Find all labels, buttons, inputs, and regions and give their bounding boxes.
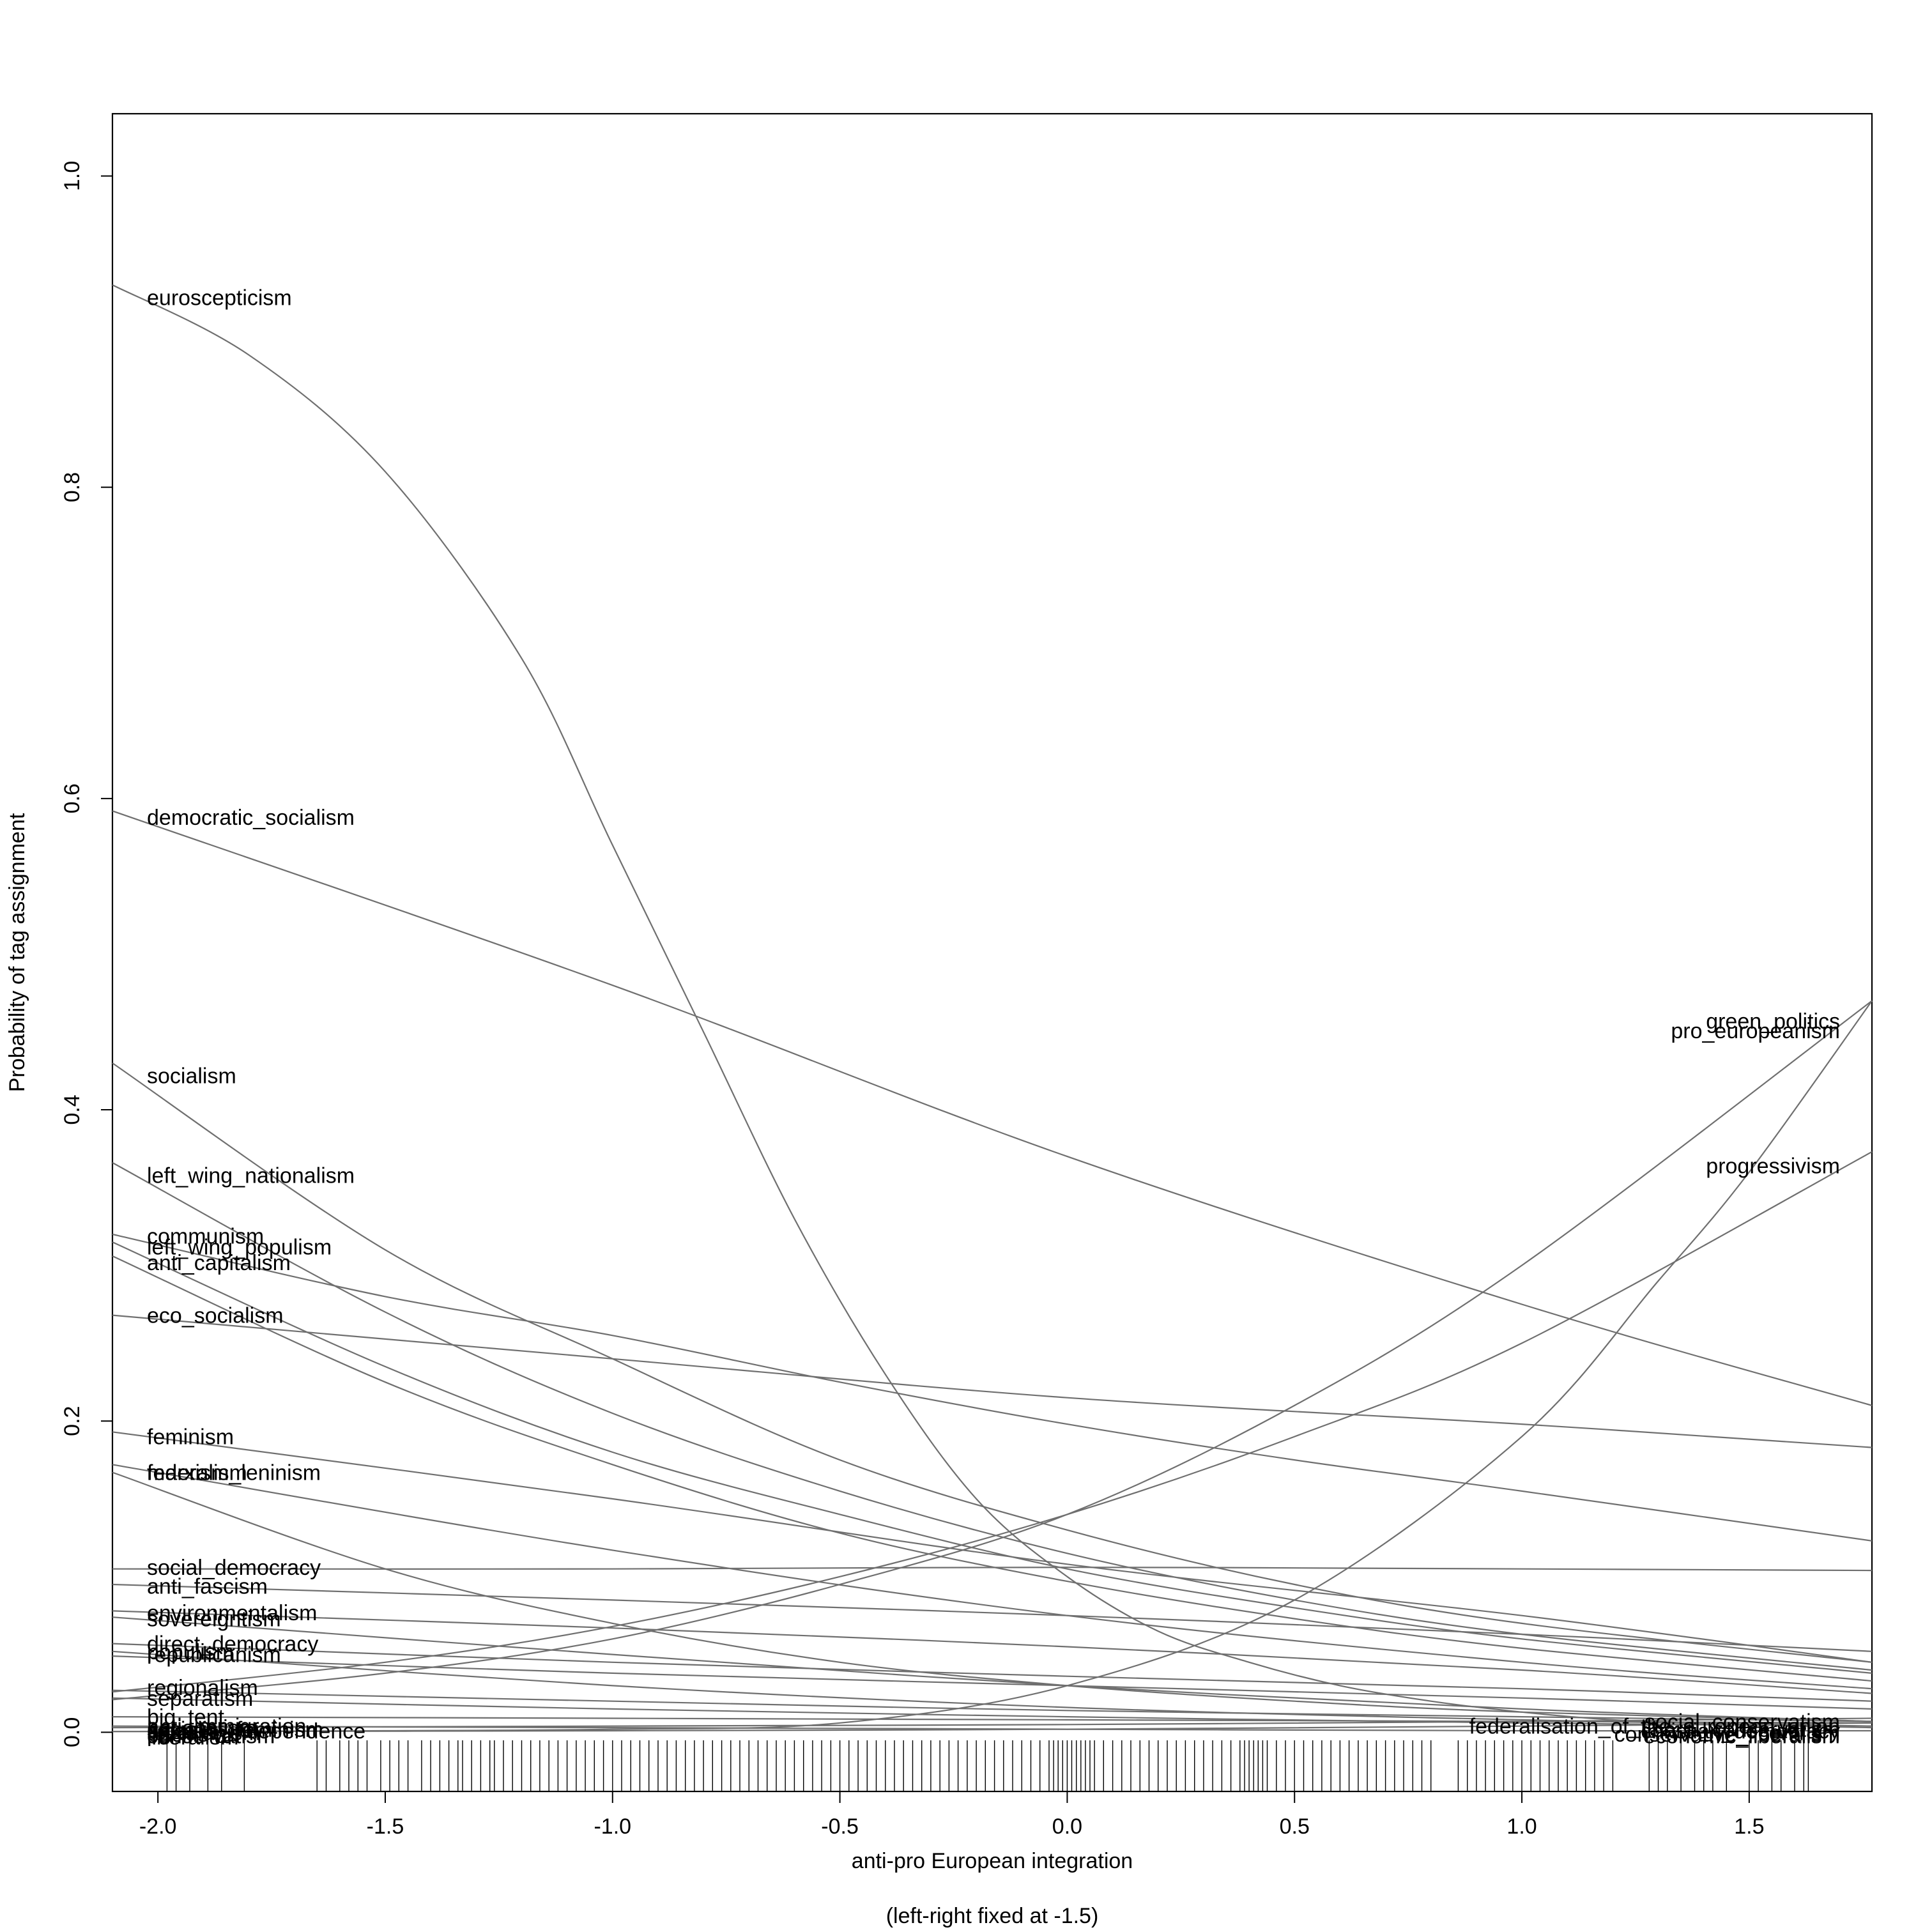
curve-label-catalan_independence: catalan_independence bbox=[147, 1719, 365, 1744]
curve-label-federalism: federalism bbox=[147, 1461, 247, 1485]
curve-label-democratic_socialism: democratic_socialism bbox=[147, 806, 355, 830]
curve-label-euroscepticism: euroscepticism bbox=[147, 286, 292, 310]
curve-label-sovereigntism: sovereigntism bbox=[147, 1607, 281, 1632]
curve-label-marxism_leninism: marxism_leninism bbox=[147, 1461, 321, 1485]
curve-label-eco_socialism: eco_socialism bbox=[147, 1304, 284, 1328]
series-line-sovereigntism bbox=[112, 1616, 1873, 1722]
series-line-pro_europeanism bbox=[112, 1000, 1873, 1733]
curve-label-conservative_liberalism: conservative_liberalism bbox=[1614, 1722, 1840, 1747]
curve-label-economic_liberalism: economic_liberalism bbox=[1643, 1724, 1840, 1748]
series-line-environmentalism bbox=[112, 1610, 1873, 1694]
x-tick-label: -1.0 bbox=[594, 1814, 631, 1839]
curve-label-christian_democracy: christian_democracy bbox=[1641, 1719, 1840, 1744]
series-line-big_tent bbox=[112, 1716, 1873, 1724]
curve-label-left_wing_nationalism: left_wing_nationalism bbox=[147, 1163, 355, 1188]
curve-label-populism: populism bbox=[147, 1640, 234, 1664]
x-tick-label: 1.5 bbox=[1734, 1814, 1764, 1839]
curve-label-socialist_feminism: socialist_feminism bbox=[147, 1718, 323, 1742]
series-line-communism bbox=[112, 1233, 1873, 1542]
series-line-federalisation_of_the_european_union bbox=[112, 1722, 1873, 1733]
x-axis-label: anti-pro European integration bbox=[852, 1849, 1133, 1873]
curve-label-progressivism: progressivism bbox=[1706, 1154, 1840, 1179]
y-axis: 0.0 0.2 0.4 0.6 0.8 1.0 bbox=[60, 161, 112, 1747]
curves-group bbox=[112, 284, 1873, 1733]
y-tick-label: 0.4 bbox=[60, 1094, 84, 1124]
curve-label-centrism: centrism bbox=[1758, 1721, 1840, 1745]
series-line-socialism bbox=[112, 1062, 1873, 1663]
series-line-regionalism bbox=[112, 1689, 1873, 1722]
curve-label-big_tent: big_tent bbox=[147, 1705, 225, 1729]
curve-label-pro_europeanism: pro_europeanism bbox=[1671, 1019, 1840, 1043]
series-line-euroscepticism bbox=[112, 284, 1873, 1729]
y-tick-label: 0.0 bbox=[60, 1717, 84, 1747]
curve-label-conservatism: conservatism bbox=[147, 1724, 275, 1748]
curve-label-socialism: socialism bbox=[147, 1064, 236, 1088]
curve-label-liberalism: liberalism bbox=[147, 1726, 239, 1750]
y-tick-label: 1.0 bbox=[60, 161, 84, 191]
series-line-eco_socialism bbox=[112, 1314, 1873, 1448]
x-axis: -2.0 -1.5 -1.0 -0.5 0.0 0.5 1.0 1.5 bbox=[139, 1791, 1764, 1839]
curve-label-communism: communism bbox=[147, 1224, 264, 1248]
x-tick-label: -0.5 bbox=[821, 1814, 859, 1839]
x-axis-note: (left-right fixed at -1.5) bbox=[886, 1904, 1099, 1928]
curve-label-pacifism: pacifism bbox=[147, 1722, 227, 1747]
curve-label-environmentalism: environmentalism bbox=[147, 1601, 317, 1625]
series-line-anti_capitalism bbox=[112, 1255, 1873, 1682]
curve-label-anti_immigration: anti_immigration bbox=[147, 1715, 306, 1739]
x-tick-label: 0.0 bbox=[1052, 1814, 1082, 1839]
y-tick-label: 0.6 bbox=[60, 783, 84, 813]
curve-label-direct_democracy: direct_democracy bbox=[147, 1632, 318, 1657]
series-line-direct_democracy bbox=[112, 1643, 1873, 1702]
series-line-progressivism bbox=[112, 1151, 1873, 1693]
curve-label-federalisation_of_the_european_union: federalisation_of_the_european_union bbox=[1469, 1715, 1840, 1739]
curve-label-anti_capitalism: anti_capitalism bbox=[147, 1251, 291, 1275]
series-line-republicanism bbox=[112, 1655, 1873, 1710]
curve-label-republicanism: republicanism bbox=[147, 1643, 281, 1667]
curve-label-agrarianism: agrarianism bbox=[147, 1721, 261, 1745]
series-line-anti_fascism bbox=[112, 1583, 1873, 1652]
curve-label-liberal_conservatism: liberal_conservatism bbox=[1642, 1718, 1840, 1742]
y-axis-label: Probability of tag assignment bbox=[5, 813, 29, 1092]
curve-label-anti_fascism: anti_fascism bbox=[147, 1574, 268, 1598]
series-line-separatism bbox=[112, 1697, 1873, 1727]
curve-label-left_wing_populism: left_wing_populism bbox=[147, 1235, 332, 1259]
series-line-left_wing_populism bbox=[112, 1241, 1873, 1674]
left-curve-labels: euroscepticism democratic_socialismsocial… bbox=[147, 286, 365, 1749]
curve-label-feminism: feminism bbox=[147, 1425, 234, 1450]
series-line-marxism_leninism bbox=[112, 1471, 1873, 1722]
series-line-social_conservatism bbox=[112, 1717, 1873, 1729]
curve-label-social_conservatism: social_conservatism bbox=[1644, 1710, 1840, 1734]
curve-label-separatism: separatism bbox=[147, 1687, 253, 1711]
y-tick-label: 0.2 bbox=[60, 1406, 84, 1436]
curve-label-regionalism: regionalism bbox=[147, 1676, 258, 1700]
series-line-green_politics bbox=[112, 1000, 1873, 1701]
y-tick-label: 0.8 bbox=[60, 472, 84, 502]
x-tick-label: 0.5 bbox=[1280, 1814, 1310, 1839]
plot-frame bbox=[111, 112, 1873, 1793]
rug-group bbox=[166, 1740, 1809, 1791]
x-tick-label: -1.5 bbox=[367, 1814, 404, 1839]
series-line-feminism bbox=[112, 1431, 1873, 1663]
curve-label-nationalism: nationalism bbox=[147, 1716, 257, 1740]
series-line-left_wing_nationalism bbox=[112, 1162, 1873, 1671]
curve-label-social_democracy: social_democracy bbox=[147, 1556, 321, 1580]
series-line-democratic_socialism bbox=[112, 810, 1873, 1406]
x-tick-label: -2.0 bbox=[139, 1814, 177, 1839]
series-line-federalism bbox=[112, 1464, 1873, 1690]
curve-label-green_politics: green_politics bbox=[1706, 1009, 1840, 1034]
x-tick-label: 1.0 bbox=[1506, 1814, 1537, 1839]
series-line-social_democracy bbox=[112, 1567, 1873, 1572]
